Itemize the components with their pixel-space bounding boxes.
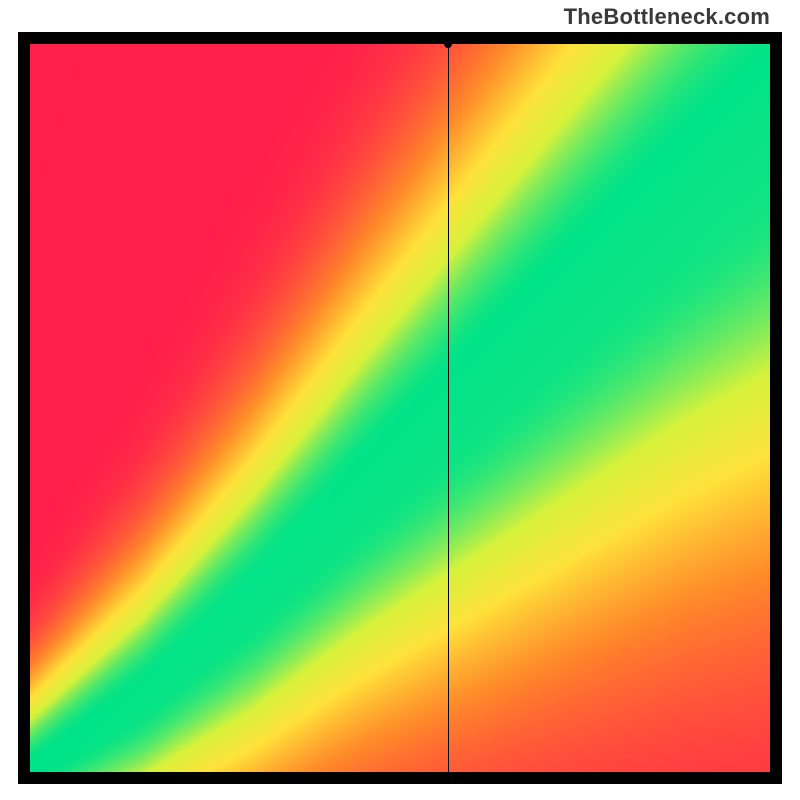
root: TheBottleneck.com [0, 0, 800, 800]
vertical-indicator-line [448, 44, 449, 772]
heatmap-canvas [30, 44, 770, 772]
watermark-text: TheBottleneck.com [564, 4, 770, 30]
plot-border [18, 32, 782, 784]
plot-area [30, 44, 770, 772]
